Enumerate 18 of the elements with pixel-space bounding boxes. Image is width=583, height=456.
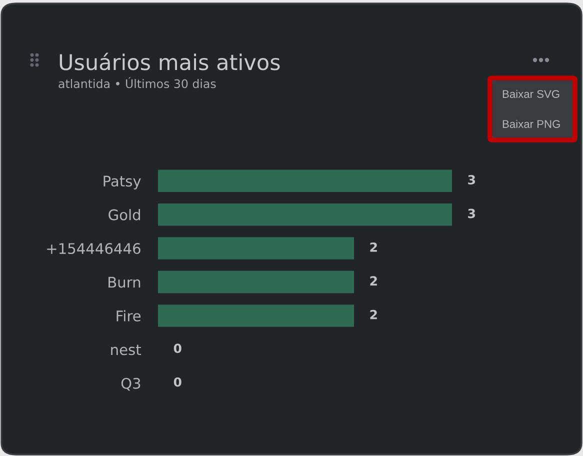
y-tick-label: Gold	[108, 209, 140, 220]
data-label: 2	[370, 310, 377, 320]
y-tick-label: Fire	[116, 310, 141, 322]
data-label: 3	[468, 208, 475, 218]
data-label: 0	[174, 344, 182, 354]
chart-title: Usuários mais ativos	[60, 52, 280, 70]
data-label: 2	[370, 276, 377, 286]
y-tick-label: Q3	[121, 378, 140, 391]
y-tick-label: Patsy	[104, 176, 141, 190]
text: Baixar PNG	[502, 120, 560, 128]
y-tick-label: +154446446	[47, 243, 140, 254]
text: Baixar SVG	[502, 90, 560, 98]
data-label: 3	[468, 175, 475, 184]
chart-subtitle: atlantida • Últimos 30 dias	[58, 77, 216, 88]
data-label: 2	[370, 242, 377, 252]
y-tick-label: Burn	[108, 276, 140, 288]
data-label: 0	[174, 377, 182, 387]
y-tick-label: nest	[111, 344, 141, 356]
